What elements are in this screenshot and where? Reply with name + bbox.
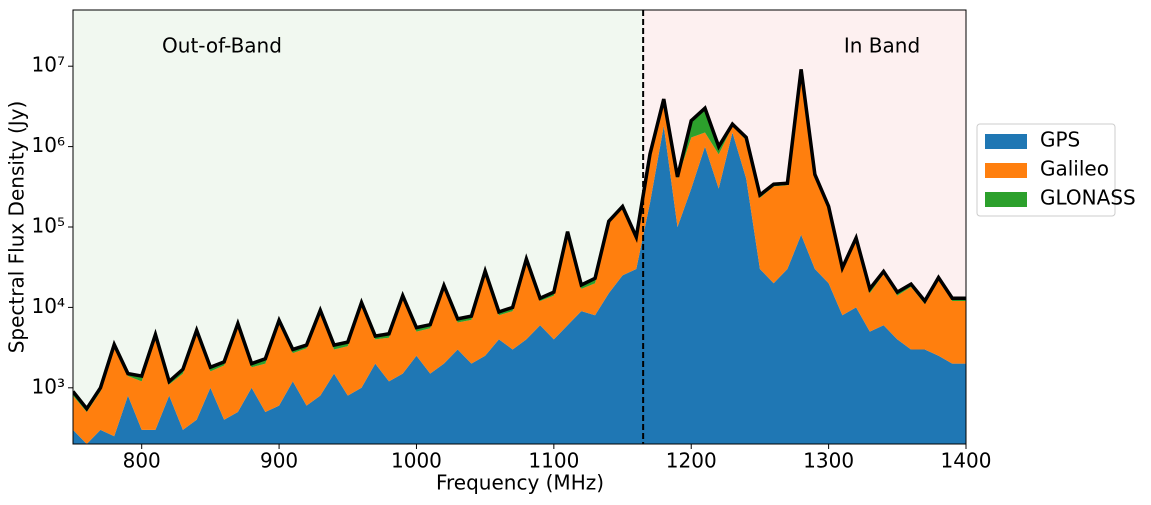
x-tick-label: 1400 xyxy=(941,449,992,473)
plot-frame xyxy=(72,9,967,445)
x-tick-label: 900 xyxy=(260,449,298,473)
y-tick-label: 10⁵ xyxy=(32,214,65,238)
x-tick-label: 1200 xyxy=(666,449,717,473)
y-axis-label: Spectral Flux Density (Jy) xyxy=(5,101,29,354)
y-tick-label: 10⁷ xyxy=(32,53,65,77)
x-tick-label: 1000 xyxy=(391,449,442,473)
x-tick-label: 1300 xyxy=(803,449,854,473)
region-label: Out-of-Band xyxy=(162,34,282,58)
areas xyxy=(73,69,966,444)
y-tick-label: 10³ xyxy=(32,374,65,398)
total-outline xyxy=(73,69,966,412)
y-tick-label: 10⁴ xyxy=(32,294,65,318)
legend-label: GLONASS xyxy=(1040,186,1136,210)
legend-label: GPS xyxy=(1040,128,1080,152)
x-tick-label: 1100 xyxy=(528,449,579,473)
x-axis-label: Frequency (MHz) xyxy=(436,471,604,495)
legend-swatch xyxy=(985,163,1027,178)
x-tick-label: 800 xyxy=(123,449,161,473)
region-label: In Band xyxy=(844,34,920,58)
legend: GPS Galileo GLONASS xyxy=(976,123,1136,217)
legend-label: Galileo xyxy=(1040,157,1109,181)
axes: 800 900 1000 1100 1200 1300 1400 10³ 10⁴ 10⁵ 10⁶ 10… xyxy=(32,53,992,473)
y-tick-label: 10⁶ xyxy=(32,133,65,157)
legend-swatch xyxy=(985,192,1027,207)
area xyxy=(73,69,966,444)
legend-swatch xyxy=(985,134,1027,149)
area xyxy=(73,126,966,444)
